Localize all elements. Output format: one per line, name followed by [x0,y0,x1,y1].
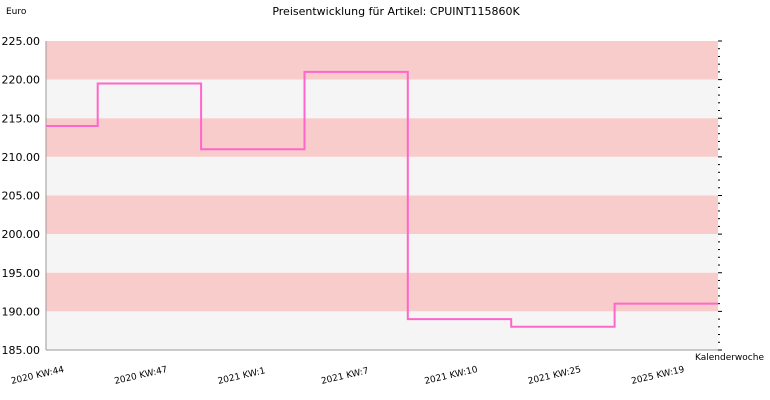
band-5 [46,234,718,273]
y-tick-label: 225.00 [2,35,41,48]
band-4 [46,195,718,235]
y-tick-label: 190.00 [2,305,41,318]
band-2 [46,118,718,157]
chart-title: Preisentwicklung für Artikel: CPUINT1158… [272,5,520,18]
y-tick-label: 205.00 [2,190,41,203]
y-tick-labels: 185.00 190.00 195.00 200.00 205.00 210.00 215.… [2,35,41,357]
band-0 [46,41,718,80]
x-tick-label: 2020 KW:47 [114,365,169,387]
y-tick-label: 200.00 [2,228,41,241]
band-1 [46,79,718,119]
y-tick-label: 210.00 [2,151,41,164]
y-tick-label: 215.00 [2,112,41,125]
x-tick-label: 2021 KW:10 [424,365,479,387]
y-tick-label: 220.00 [2,74,41,87]
band-7 [46,311,718,350]
x-axis-label: Kalenderwoche [695,353,764,363]
x-tick-labels: 2020 KW:44 2020 KW:47 2021 KW:1 2021 KW:7 20… [10,365,686,387]
y-tick-label: 185.00 [2,344,41,357]
band-6 [46,272,718,312]
y-axis-label: Euro [6,7,27,17]
x-tick-label: 2021 KW:25 [527,365,582,387]
x-tick-label: 2021 KW:7 [320,366,369,387]
x-tick-label: 2020 KW:44 [10,365,65,387]
y-tick-label: 195.00 [2,267,41,280]
axes [45,40,722,351]
price-series-line [46,70,718,328]
x-tick-label: 2025 KW:19 [630,365,685,387]
background-bands [46,41,718,350]
band-3 [46,156,718,196]
x-tick-label: 2021 KW:1 [217,366,266,387]
